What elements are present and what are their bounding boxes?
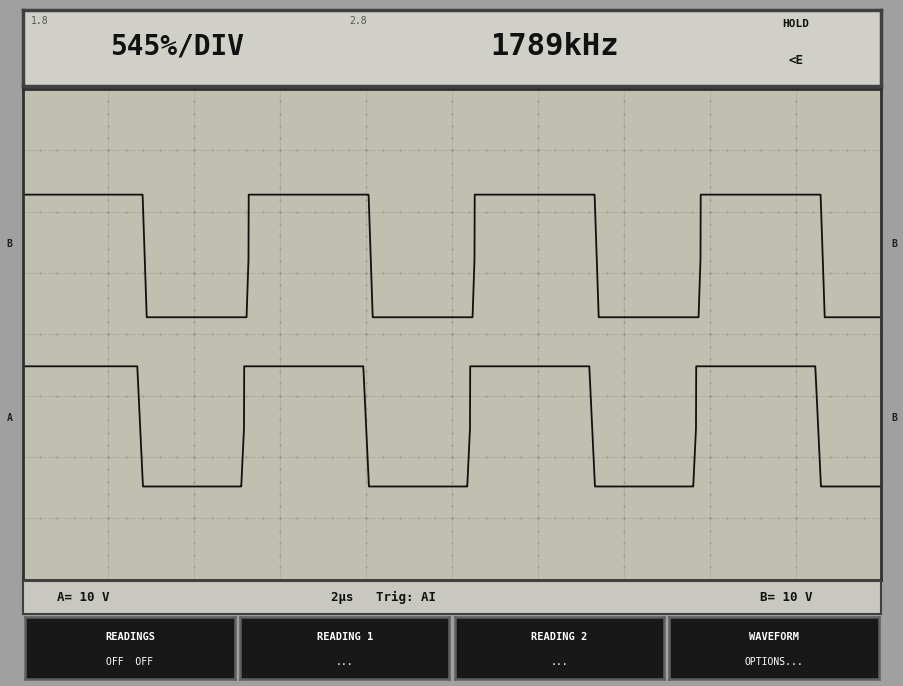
Text: A: A <box>6 413 13 423</box>
Text: A= 10 V: A= 10 V <box>57 591 109 604</box>
Text: ...: ... <box>336 657 353 667</box>
Text: READING 1: READING 1 <box>316 632 372 642</box>
Text: OPTIONS...: OPTIONS... <box>744 657 803 667</box>
Text: HOLD: HOLD <box>781 19 808 29</box>
Text: OFF  OFF: OFF OFF <box>107 657 154 667</box>
Text: B: B <box>6 239 13 249</box>
Text: 2.8: 2.8 <box>349 16 366 26</box>
Text: WAVEFORM: WAVEFORM <box>749 632 798 642</box>
Text: B= 10 V: B= 10 V <box>759 591 812 604</box>
Text: 2μs   Trig: AI: 2μs Trig: AI <box>330 591 435 604</box>
Text: B: B <box>890 239 897 249</box>
Text: B: B <box>890 413 897 423</box>
Text: 545%/DIV: 545%/DIV <box>110 32 244 60</box>
Text: ...: ... <box>550 657 567 667</box>
Text: READING 2: READING 2 <box>531 632 587 642</box>
Text: <E: <E <box>787 54 802 67</box>
Text: 1.8: 1.8 <box>31 16 49 26</box>
Text: READINGS: READINGS <box>105 632 154 642</box>
Text: 1789kHz: 1789kHz <box>490 32 619 61</box>
